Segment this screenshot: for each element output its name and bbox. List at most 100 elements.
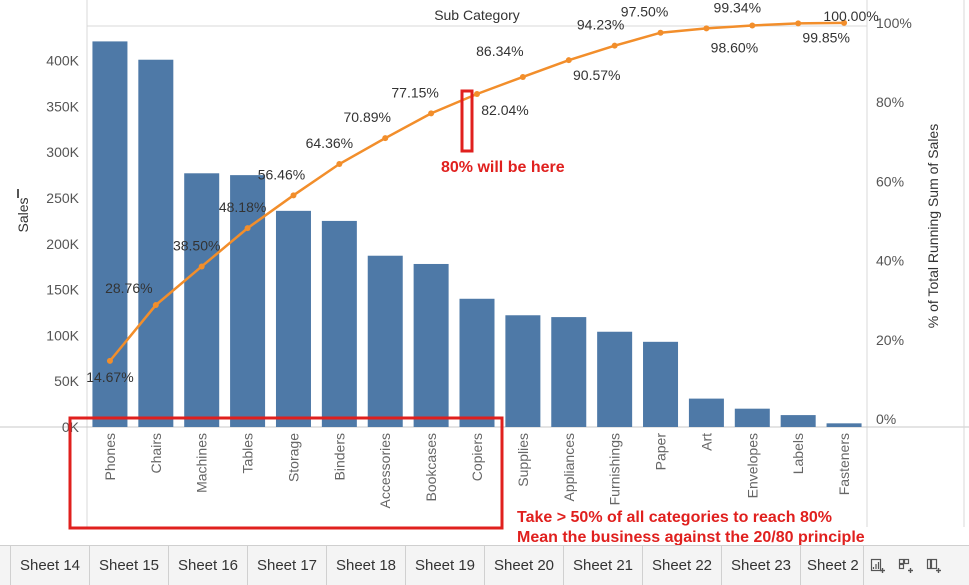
running-sum-point-supplies <box>519 73 526 80</box>
running-sum-point-machines <box>198 263 205 270</box>
tab-sheet-15[interactable]: Sheet 15 <box>90 546 169 585</box>
bar-bookcases <box>413 263 449 427</box>
tab-sheet-19[interactable]: Sheet 19 <box>406 546 485 585</box>
bar-envelopes <box>734 408 770 427</box>
category-label-furnishings: Furnishings <box>607 433 623 505</box>
running-sum-label-bookcases: 77.15% <box>391 84 438 100</box>
sort-indicator-icon[interactable] <box>17 189 19 198</box>
bar-chairs <box>138 59 174 427</box>
threshold-marker-box <box>460 89 474 153</box>
tab-sheet-20[interactable]: Sheet 20 <box>485 546 564 585</box>
category-label-art: Art <box>698 433 714 451</box>
y-tick-label-1: 50K <box>54 373 80 389</box>
running-sum-point-paper <box>657 29 664 36</box>
running-sum-label-storage: 56.46% <box>258 166 305 182</box>
running-sum-label-furnishings: 94.23% <box>577 17 624 33</box>
running-sum-point-accessories <box>382 135 389 142</box>
bar-furnishings <box>597 331 633 427</box>
running-sum-point-bookcases <box>428 110 435 117</box>
new-dashboard-icon[interactable] <box>892 546 920 585</box>
running-sum-label-machines: 38.50% <box>173 237 220 253</box>
category-label-paper: Paper <box>653 433 669 471</box>
y-tick-label-6: 300K <box>46 144 79 160</box>
tab-sheet-23[interactable]: Sheet 23 <box>722 546 801 585</box>
category-label-appliances: Appliances <box>561 433 577 502</box>
running-sum-point-tables <box>244 225 251 232</box>
note-line-2: Mean the business against the 20/80 prin… <box>517 529 865 545</box>
bar-storage <box>275 210 311 427</box>
tab-sheet-22[interactable]: Sheet 22 <box>643 546 722 585</box>
running-sum-label-supplies: 86.34% <box>476 43 523 59</box>
running-sum-point-phones <box>106 357 113 364</box>
y-tick-label-7: 350K <box>46 98 79 114</box>
running-sum-point-appliances <box>565 57 572 64</box>
running-sum-label-accessories: 70.89% <box>343 109 390 125</box>
y2-tick-label-0: 0% <box>876 411 896 427</box>
bar-appliances <box>551 317 587 427</box>
running-sum-label-appliances: 90.57% <box>573 67 620 83</box>
chart-canvas: Sub Category0K50K100K150K200K250K300K350… <box>0 0 969 545</box>
bar-paper <box>643 341 679 427</box>
tab-sheet-21[interactable]: Sheet 21 <box>564 546 643 585</box>
bar-machines <box>184 173 220 427</box>
bar-binders <box>321 220 357 427</box>
y2-tick-label-2: 40% <box>876 253 904 269</box>
bar-fasteners <box>826 423 862 427</box>
running-sum-label-envelopes: 99.34% <box>714 0 761 15</box>
running-sum-point-labels <box>795 20 802 27</box>
y-tick-label-5: 250K <box>46 190 79 206</box>
running-sum-label-tables: 48.18% <box>219 199 266 215</box>
running-sum-label-fasteners: 100.00% <box>823 8 878 24</box>
bar-art <box>688 398 724 427</box>
tab-scroll-gap <box>0 546 11 585</box>
category-label-bookcases: Bookcases <box>423 433 439 501</box>
running-sum-label-copiers: 82.04% <box>481 102 528 118</box>
pareto-chart: Sub Category 0K 50K 100K 150K 200K 250K 300K 350… <box>0 0 969 545</box>
tab-sheet-16[interactable]: Sheet 16 <box>169 546 248 585</box>
bar-tables <box>230 175 266 427</box>
category-label-supplies: Supplies <box>515 433 531 487</box>
category-label-labels: Labels <box>790 433 806 474</box>
running-sum-point-copiers <box>474 90 480 97</box>
running-sum-point-binders <box>336 161 343 168</box>
tab-sheet-17[interactable]: Sheet 17 <box>248 546 327 585</box>
running-sum-point-storage <box>290 192 297 199</box>
running-sum-label-chairs: 28.76% <box>105 280 152 296</box>
running-sum-label-phones: 14.67% <box>86 369 133 385</box>
category-group-box <box>68 416 504 530</box>
threshold-marker-label: 80% will be here <box>441 159 565 176</box>
category-label-envelopes: Envelopes <box>744 433 760 498</box>
y2-tick-label-1: 20% <box>876 332 904 348</box>
y2-tick-label-5: 100% <box>876 15 912 31</box>
y2-axis-title: % of Total Running Sum of Sales <box>925 124 941 328</box>
running-sum-point-furnishings <box>611 42 618 49</box>
running-sum-point-fasteners <box>841 19 848 26</box>
category-label-storage: Storage <box>285 433 301 482</box>
category-label-chairs: Chairs <box>148 433 164 473</box>
y-axis-title: Sales <box>15 197 31 232</box>
bar-accessories <box>367 255 403 427</box>
category-label-machines: Machines <box>194 433 210 493</box>
category-label-phones: Phones <box>102 433 118 480</box>
y-tick-label-4: 200K <box>46 236 79 252</box>
running-sum-label-art: 98.60% <box>711 39 758 55</box>
bar-supplies <box>505 315 541 427</box>
category-label-copiers: Copiers <box>469 433 485 481</box>
running-sum-label-paper: 97.50% <box>621 4 668 20</box>
new-worksheet-icon[interactable] <box>864 546 892 585</box>
y-tick-label-3: 150K <box>46 282 79 298</box>
note-line-1: Take > 50% of all categories to reach 80… <box>517 509 832 526</box>
new-story-icon[interactable] <box>920 546 948 585</box>
chart-title: Sub Category <box>434 7 520 23</box>
tab-sheet-2[interactable]: Sheet 2 <box>801 546 864 585</box>
sheet-tab-bar: Sheet 14 Sheet 15 Sheet 16 Sheet 17 Shee… <box>0 545 969 585</box>
y-tick-label-8: 400K <box>46 53 79 69</box>
y2-tick-label-4: 80% <box>876 94 904 110</box>
tab-sheet-18[interactable]: Sheet 18 <box>327 546 406 585</box>
running-sum-point-art <box>703 25 710 32</box>
running-sum-point-envelopes <box>749 22 756 29</box>
y2-tick-label-3: 60% <box>876 173 904 189</box>
category-label-accessories: Accessories <box>377 433 393 508</box>
bar-copiers <box>459 298 495 427</box>
tab-sheet-14[interactable]: Sheet 14 <box>11 546 90 585</box>
